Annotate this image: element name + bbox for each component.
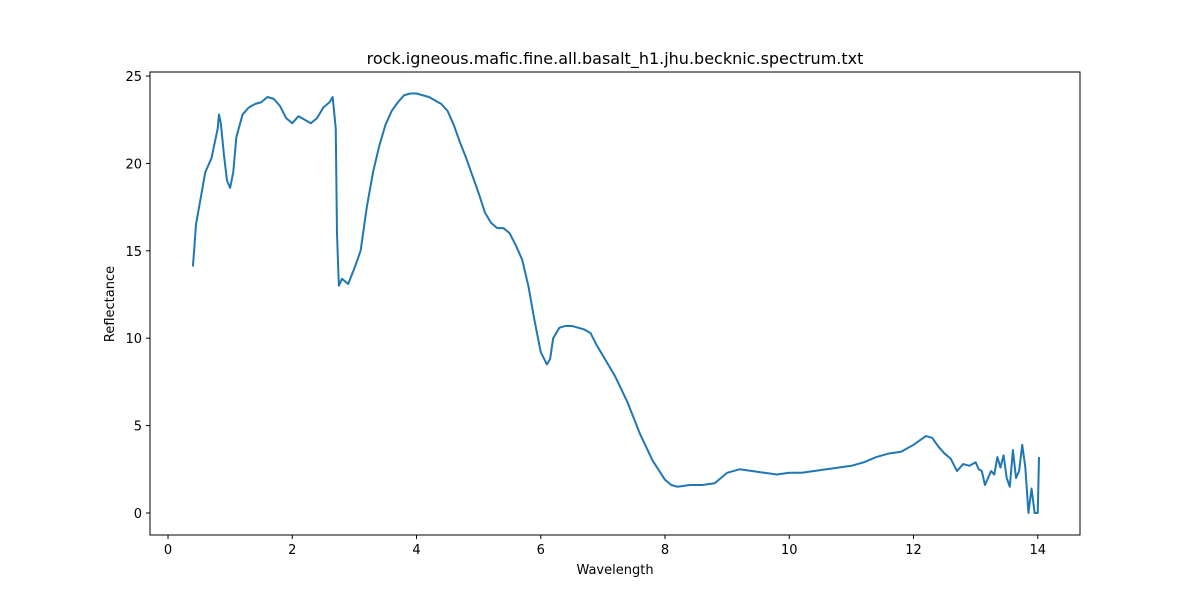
y-tick-label: 10 [125,332,142,347]
x-tick-label: 4 [412,543,420,558]
x-axis-label: Wavelength [576,563,653,578]
plot-frame [149,71,1081,536]
x-tick-label: 6 [537,543,545,558]
y-tick-label: 5 [134,420,142,435]
chart-title: rock.igneous.mafic.fine.all.basalt_h1.jh… [367,49,864,69]
y-tick-label: 20 [125,157,142,172]
x-tick-label: 8 [661,543,669,558]
x-tick-label: 0 [164,543,172,558]
x-tick-label: 14 [1029,543,1046,558]
x-tick-label: 2 [288,543,296,558]
y-axis-label: Reflectance [103,266,118,342]
data-line [191,92,1040,514]
y-tick-label: 25 [125,70,142,85]
y-tick-label: 0 [134,507,142,522]
x-tick-label: 12 [905,543,922,558]
x-tick-label: 10 [781,543,798,558]
y-tick-label: 15 [125,245,142,260]
